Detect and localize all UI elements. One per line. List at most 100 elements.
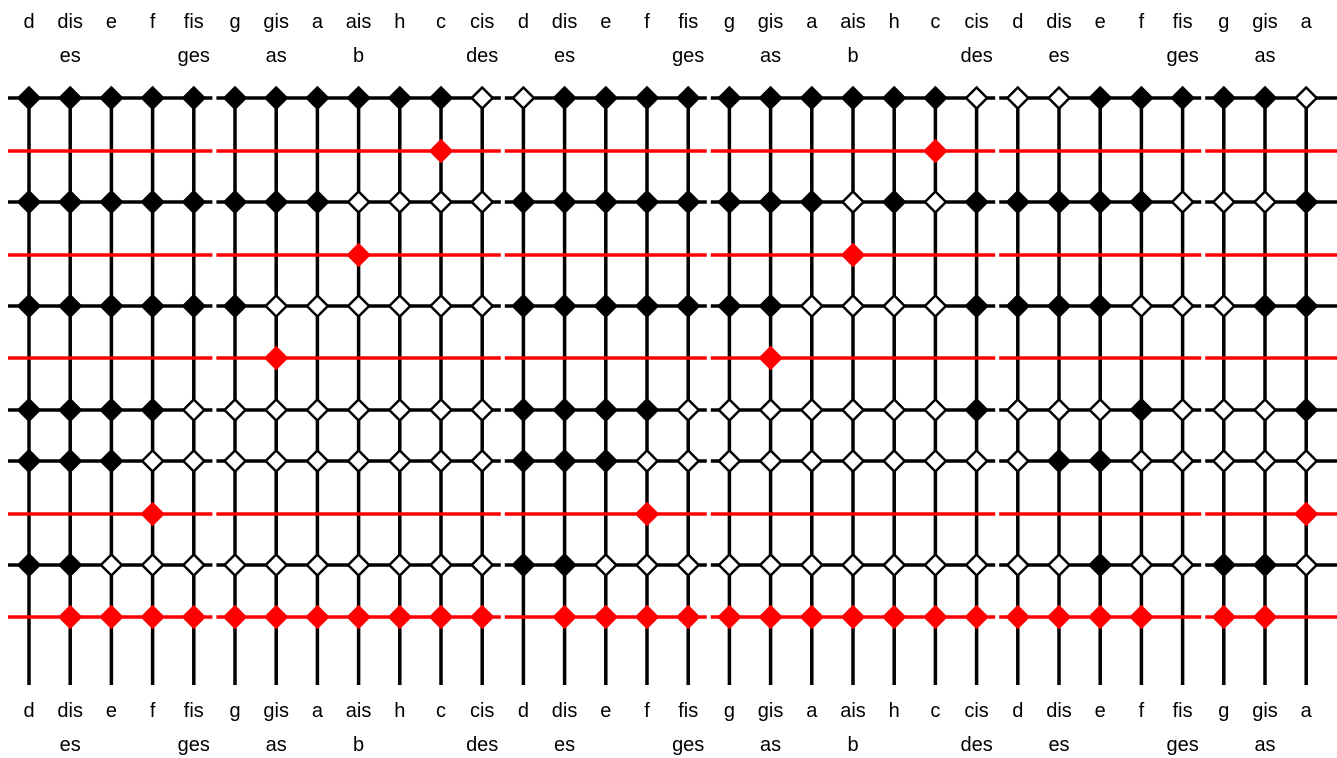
top-note-label-1: dis bbox=[57, 11, 83, 33]
empty-node-r7-c17 bbox=[717, 448, 742, 474]
top-note-label-19: a bbox=[806, 11, 818, 33]
filled-node-r2-c4 bbox=[181, 189, 207, 215]
filled-node-r4-c16 bbox=[675, 293, 701, 319]
empty-node-r4-c8 bbox=[346, 293, 371, 319]
empty-node-r7-c11 bbox=[469, 448, 495, 474]
empty-node-r6-c26 bbox=[1087, 397, 1113, 423]
highlight-node-r10-c16 bbox=[675, 604, 701, 630]
filled-node-r0-c1 bbox=[57, 85, 83, 111]
filled-node-r2-c26 bbox=[1087, 189, 1113, 215]
highlight-node-r10-c11 bbox=[469, 604, 495, 630]
filled-node-r4-c14 bbox=[593, 293, 619, 319]
top-note-label-18: gis bbox=[758, 11, 784, 33]
top-note-label-30: gis bbox=[1252, 11, 1278, 33]
empty-node-r6-c18 bbox=[758, 397, 783, 423]
bottom-note-label-9: h bbox=[394, 700, 405, 722]
filled-node-r0-c9 bbox=[387, 85, 413, 111]
empty-node-r4-c27 bbox=[1129, 293, 1154, 319]
empty-node-r7-c31 bbox=[1293, 448, 1319, 474]
top-alt-label-25: es bbox=[1048, 45, 1069, 67]
empty-node-r6-c25 bbox=[1046, 397, 1072, 423]
top-note-label-27: f bbox=[1139, 11, 1145, 33]
top-note-label-23: cis bbox=[964, 11, 988, 33]
empty-node-r9-c22 bbox=[923, 552, 948, 578]
highlight-node-r1-c22 bbox=[923, 138, 948, 164]
empty-node-r0-c23 bbox=[964, 85, 989, 111]
filled-node-r7-c2 bbox=[99, 448, 124, 474]
filled-node-r0-c8 bbox=[346, 85, 371, 111]
top-alt-label-16: ges bbox=[672, 45, 704, 67]
filled-node-r0-c28 bbox=[1170, 85, 1195, 111]
top-note-label-7: a bbox=[312, 11, 324, 33]
top-note-label-10: c bbox=[436, 11, 446, 33]
top-note-label-13: dis bbox=[552, 11, 578, 33]
bottom-alt-label-13: es bbox=[554, 734, 575, 756]
empty-node-r7-c15 bbox=[634, 448, 660, 474]
filled-node-r0-c29 bbox=[1211, 85, 1237, 111]
filled-node-r4-c4 bbox=[181, 293, 207, 319]
top-note-label-6: gis bbox=[263, 11, 289, 33]
highlight-node-r10-c7 bbox=[305, 604, 330, 630]
empty-node-r2-c20 bbox=[840, 189, 866, 215]
filled-node-r2-c13 bbox=[552, 189, 577, 215]
top-note-label-3: f bbox=[150, 11, 156, 33]
empty-node-r6-c5 bbox=[222, 397, 248, 423]
top-alt-label-18: as bbox=[760, 45, 781, 67]
empty-node-r7-c9 bbox=[387, 448, 413, 474]
empty-node-r2-c10 bbox=[428, 189, 454, 215]
bottom-note-label-19: a bbox=[806, 700, 818, 722]
filled-node-r0-c27 bbox=[1129, 85, 1154, 111]
filled-node-r0-c19 bbox=[799, 85, 825, 111]
filled-node-r4-c2 bbox=[99, 293, 124, 319]
bottom-note-label-3: f bbox=[150, 700, 156, 722]
empty-node-r7-c29 bbox=[1211, 448, 1237, 474]
empty-node-r0-c24 bbox=[1005, 85, 1031, 111]
bottom-note-label-0: d bbox=[23, 700, 34, 722]
filled-node-r2-c24 bbox=[1005, 189, 1031, 215]
filled-node-r0-c0 bbox=[16, 85, 42, 111]
top-alt-label-11: des bbox=[466, 45, 498, 67]
filled-node-r2-c7 bbox=[305, 189, 330, 215]
empty-node-r9-c23 bbox=[964, 552, 989, 578]
filled-node-r9-c12 bbox=[511, 552, 536, 578]
empty-node-r9-c10 bbox=[428, 552, 454, 578]
bottom-alt-label-18: as bbox=[760, 734, 781, 756]
top-note-label-8: ais bbox=[346, 11, 372, 33]
filled-node-r2-c2 bbox=[99, 189, 124, 215]
top-note-label-2: e bbox=[106, 11, 117, 33]
empty-node-r4-c19 bbox=[799, 293, 825, 319]
empty-node-r2-c11 bbox=[469, 189, 495, 215]
highlight-node-r10-c10 bbox=[428, 604, 454, 630]
empty-node-r9-c31 bbox=[1293, 552, 1319, 578]
bottom-note-label-6: gis bbox=[263, 700, 289, 722]
filled-node-r9-c1 bbox=[57, 552, 83, 578]
empty-node-r4-c29 bbox=[1211, 293, 1237, 319]
filled-node-r0-c6 bbox=[263, 85, 289, 111]
empty-node-r2-c8 bbox=[346, 189, 371, 215]
top-note-label-24: d bbox=[1012, 11, 1023, 33]
empty-node-r6-c24 bbox=[1005, 397, 1031, 423]
empty-node-r9-c17 bbox=[717, 552, 742, 578]
bottom-alt-label-23: des bbox=[960, 734, 992, 756]
empty-node-r4-c28 bbox=[1170, 293, 1195, 319]
empty-node-r9-c9 bbox=[387, 552, 413, 578]
filled-node-r2-c21 bbox=[881, 189, 907, 215]
highlight-node-r10-c24 bbox=[1005, 604, 1031, 630]
highlight-node-r10-c13 bbox=[552, 604, 577, 630]
empty-node-r9-c8 bbox=[346, 552, 371, 578]
empty-node-r6-c8 bbox=[346, 397, 371, 423]
highlight-node-r5-c18 bbox=[758, 345, 783, 371]
empty-node-r0-c11 bbox=[469, 85, 495, 111]
bottom-note-label-30: gis bbox=[1252, 700, 1278, 722]
bottom-note-label-13: dis bbox=[552, 700, 578, 722]
highlight-node-r10-c27 bbox=[1129, 604, 1154, 630]
top-note-label-21: h bbox=[889, 11, 900, 33]
empty-node-r7-c21 bbox=[881, 448, 907, 474]
bottom-alt-label-6: as bbox=[266, 734, 287, 756]
empty-node-r6-c6 bbox=[263, 397, 289, 423]
empty-node-r6-c10 bbox=[428, 397, 454, 423]
filled-node-r2-c5 bbox=[222, 189, 248, 215]
top-note-label-11: cis bbox=[470, 11, 494, 33]
